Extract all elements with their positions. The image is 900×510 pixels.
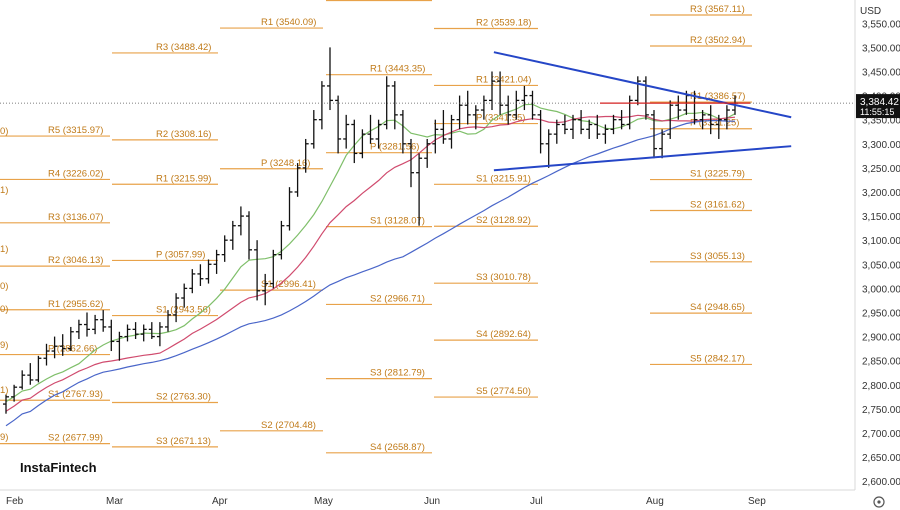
y-tick-label: 2,650.00 (862, 453, 900, 464)
y-tick-label: 2,600.00 (862, 477, 900, 488)
pivot-label: R2 (3046.13) (48, 255, 103, 266)
pivot-label: R2 (3539.18) (476, 17, 531, 28)
ma-line-50 (5, 119, 736, 427)
left-edge-label: 1) (0, 385, 8, 396)
x-tick-label: Mar (106, 496, 124, 507)
x-tick-label: May (314, 496, 333, 507)
pivot-label: S2 (3161.62) (690, 199, 745, 210)
left-edge-label: 0) (0, 304, 8, 315)
pivot-label: S4 (2948.65) (690, 302, 745, 313)
x-axis-labels: Feb Mar Apr May Jun Jul Aug Sep (6, 496, 766, 507)
x-tick-label: Apr (212, 496, 228, 507)
pivot-label: R1 (3215.99) (156, 173, 211, 184)
pivot-label: S4 (2658.87) (370, 442, 425, 453)
price-tag-value: 3,384.42 (860, 97, 899, 108)
pivot-label: S3 (2671.13) (156, 436, 211, 447)
x-tick-label: Aug (646, 496, 664, 507)
pivot-label: R1 (2955.62) (48, 299, 103, 310)
left-edge-label: 9) (0, 432, 8, 443)
pivot-label: S2 (2966.71) (370, 293, 425, 304)
pivot-label: R1 (3421.04) (476, 74, 531, 85)
pivot-label: S2 (3128.92) (476, 215, 531, 226)
y-tick-label: 3,500.00 (862, 43, 900, 54)
pivot-levels: R2 (3597.27)R1 (3540.09)R3 (3488.42)R1 (… (0, 0, 752, 454)
pivot-label: R2 (3502.94) (690, 35, 745, 46)
y-tick-label: 3,350.00 (862, 116, 900, 127)
pivot-label: S1 (2767.93) (48, 389, 103, 400)
y-tick-label: 2,950.00 (862, 308, 900, 319)
y-tick-label: 3,150.00 (862, 212, 900, 223)
y-tick-label: 3,100.00 (862, 236, 900, 247)
pivot-label: S1 (2996.41) (261, 279, 316, 290)
pivot-label: R1 (3386.57) (690, 91, 745, 102)
pivot-label: R1 (3443.35) (370, 64, 425, 75)
y-axis-ticks: 3,550.003,500.003,450.003,400.003,350.00… (862, 19, 900, 488)
y-tick-label: 2,750.00 (862, 405, 900, 416)
left-edge-labels: 0) 1) 1) 0) 0) 9) 1) 9) (0, 126, 8, 443)
pivot-label: P (3281.56) (370, 142, 419, 153)
pivot-label: R3 (3136.07) (48, 212, 103, 223)
y-tick-label: 3,000.00 (862, 284, 900, 295)
pivot-label: R1 (3540.09) (261, 17, 316, 28)
currency-label: USD (860, 6, 881, 17)
x-tick-label: Sep (748, 496, 766, 507)
y-tick-label: 3,550.00 (862, 19, 900, 30)
triangle-upper-line (493, 51, 792, 119)
y-tick-label: 2,800.00 (862, 381, 900, 392)
pivot-label: S1 (2943.56) (156, 305, 211, 316)
pivot-label: S1 (3225.79) (690, 169, 745, 180)
y-tick-label: 3,300.00 (862, 140, 900, 151)
left-edge-label: 0) (0, 281, 8, 292)
pivot-label: S5 (2774.50) (476, 386, 531, 397)
pivot-label: S5 (2842.17) (690, 353, 745, 364)
pivot-label: R4 (3226.02) (48, 168, 103, 179)
left-edge-label: 0) (0, 126, 8, 137)
price-tag-box (856, 94, 900, 119)
pivot-label: S2 (2704.48) (261, 420, 316, 431)
pivot-label: S2 (2763.30) (156, 391, 211, 402)
triangle-pattern (493, 51, 792, 172)
y-tick-label: 3,200.00 (862, 188, 900, 199)
triangle-lower-line (493, 145, 792, 172)
pivot-label: P (3057.99) (156, 249, 205, 260)
pivot-label: P (3331.25) (690, 118, 739, 129)
y-tick-label: 3,450.00 (862, 67, 900, 78)
x-tick-label: Jul (530, 496, 543, 507)
pivot-label: P (3341.95) (476, 113, 525, 124)
pivot-label: S1 (3215.91) (476, 173, 531, 184)
price-tag-countdown: 11:55:15 (860, 107, 894, 117)
pivot-label: R2 (3308.16) (156, 129, 211, 140)
settings-icon[interactable] (873, 496, 885, 508)
y-tick-label: 2,900.00 (862, 333, 900, 344)
pivot-label: R3 (3488.42) (156, 42, 211, 53)
pivot-label: R5 (3315.97) (48, 125, 103, 136)
logo: InstaFintech (20, 460, 97, 475)
left-edge-label: 1) (0, 185, 8, 196)
candles (3, 47, 738, 414)
pivot-label: S4 (2892.64) (476, 329, 531, 340)
y-tick-label: 2,700.00 (862, 429, 900, 440)
left-edge-label: 9) (0, 340, 8, 351)
pivot-label: P (3248.16) (261, 158, 310, 169)
pivot-label: S1 (3128.07) (370, 216, 425, 227)
y-tick-label: 2,850.00 (862, 357, 900, 368)
pivot-label: P (2862.66) (48, 344, 97, 355)
pivot-label: S3 (3055.13) (690, 251, 745, 262)
x-tick-label: Jun (424, 496, 440, 507)
pivot-label: S3 (2812.79) (370, 368, 425, 379)
pivot-label: S3 (3010.78) (476, 272, 531, 283)
pivot-label: R3 (3567.11) (690, 4, 745, 15)
x-tick-label: Feb (6, 496, 24, 507)
y-tick-label: 3,050.00 (862, 260, 900, 271)
y-tick-label: 3,250.00 (862, 164, 900, 175)
left-edge-label: 1) (0, 244, 8, 255)
pivot-label: S2 (2677.99) (48, 433, 103, 444)
